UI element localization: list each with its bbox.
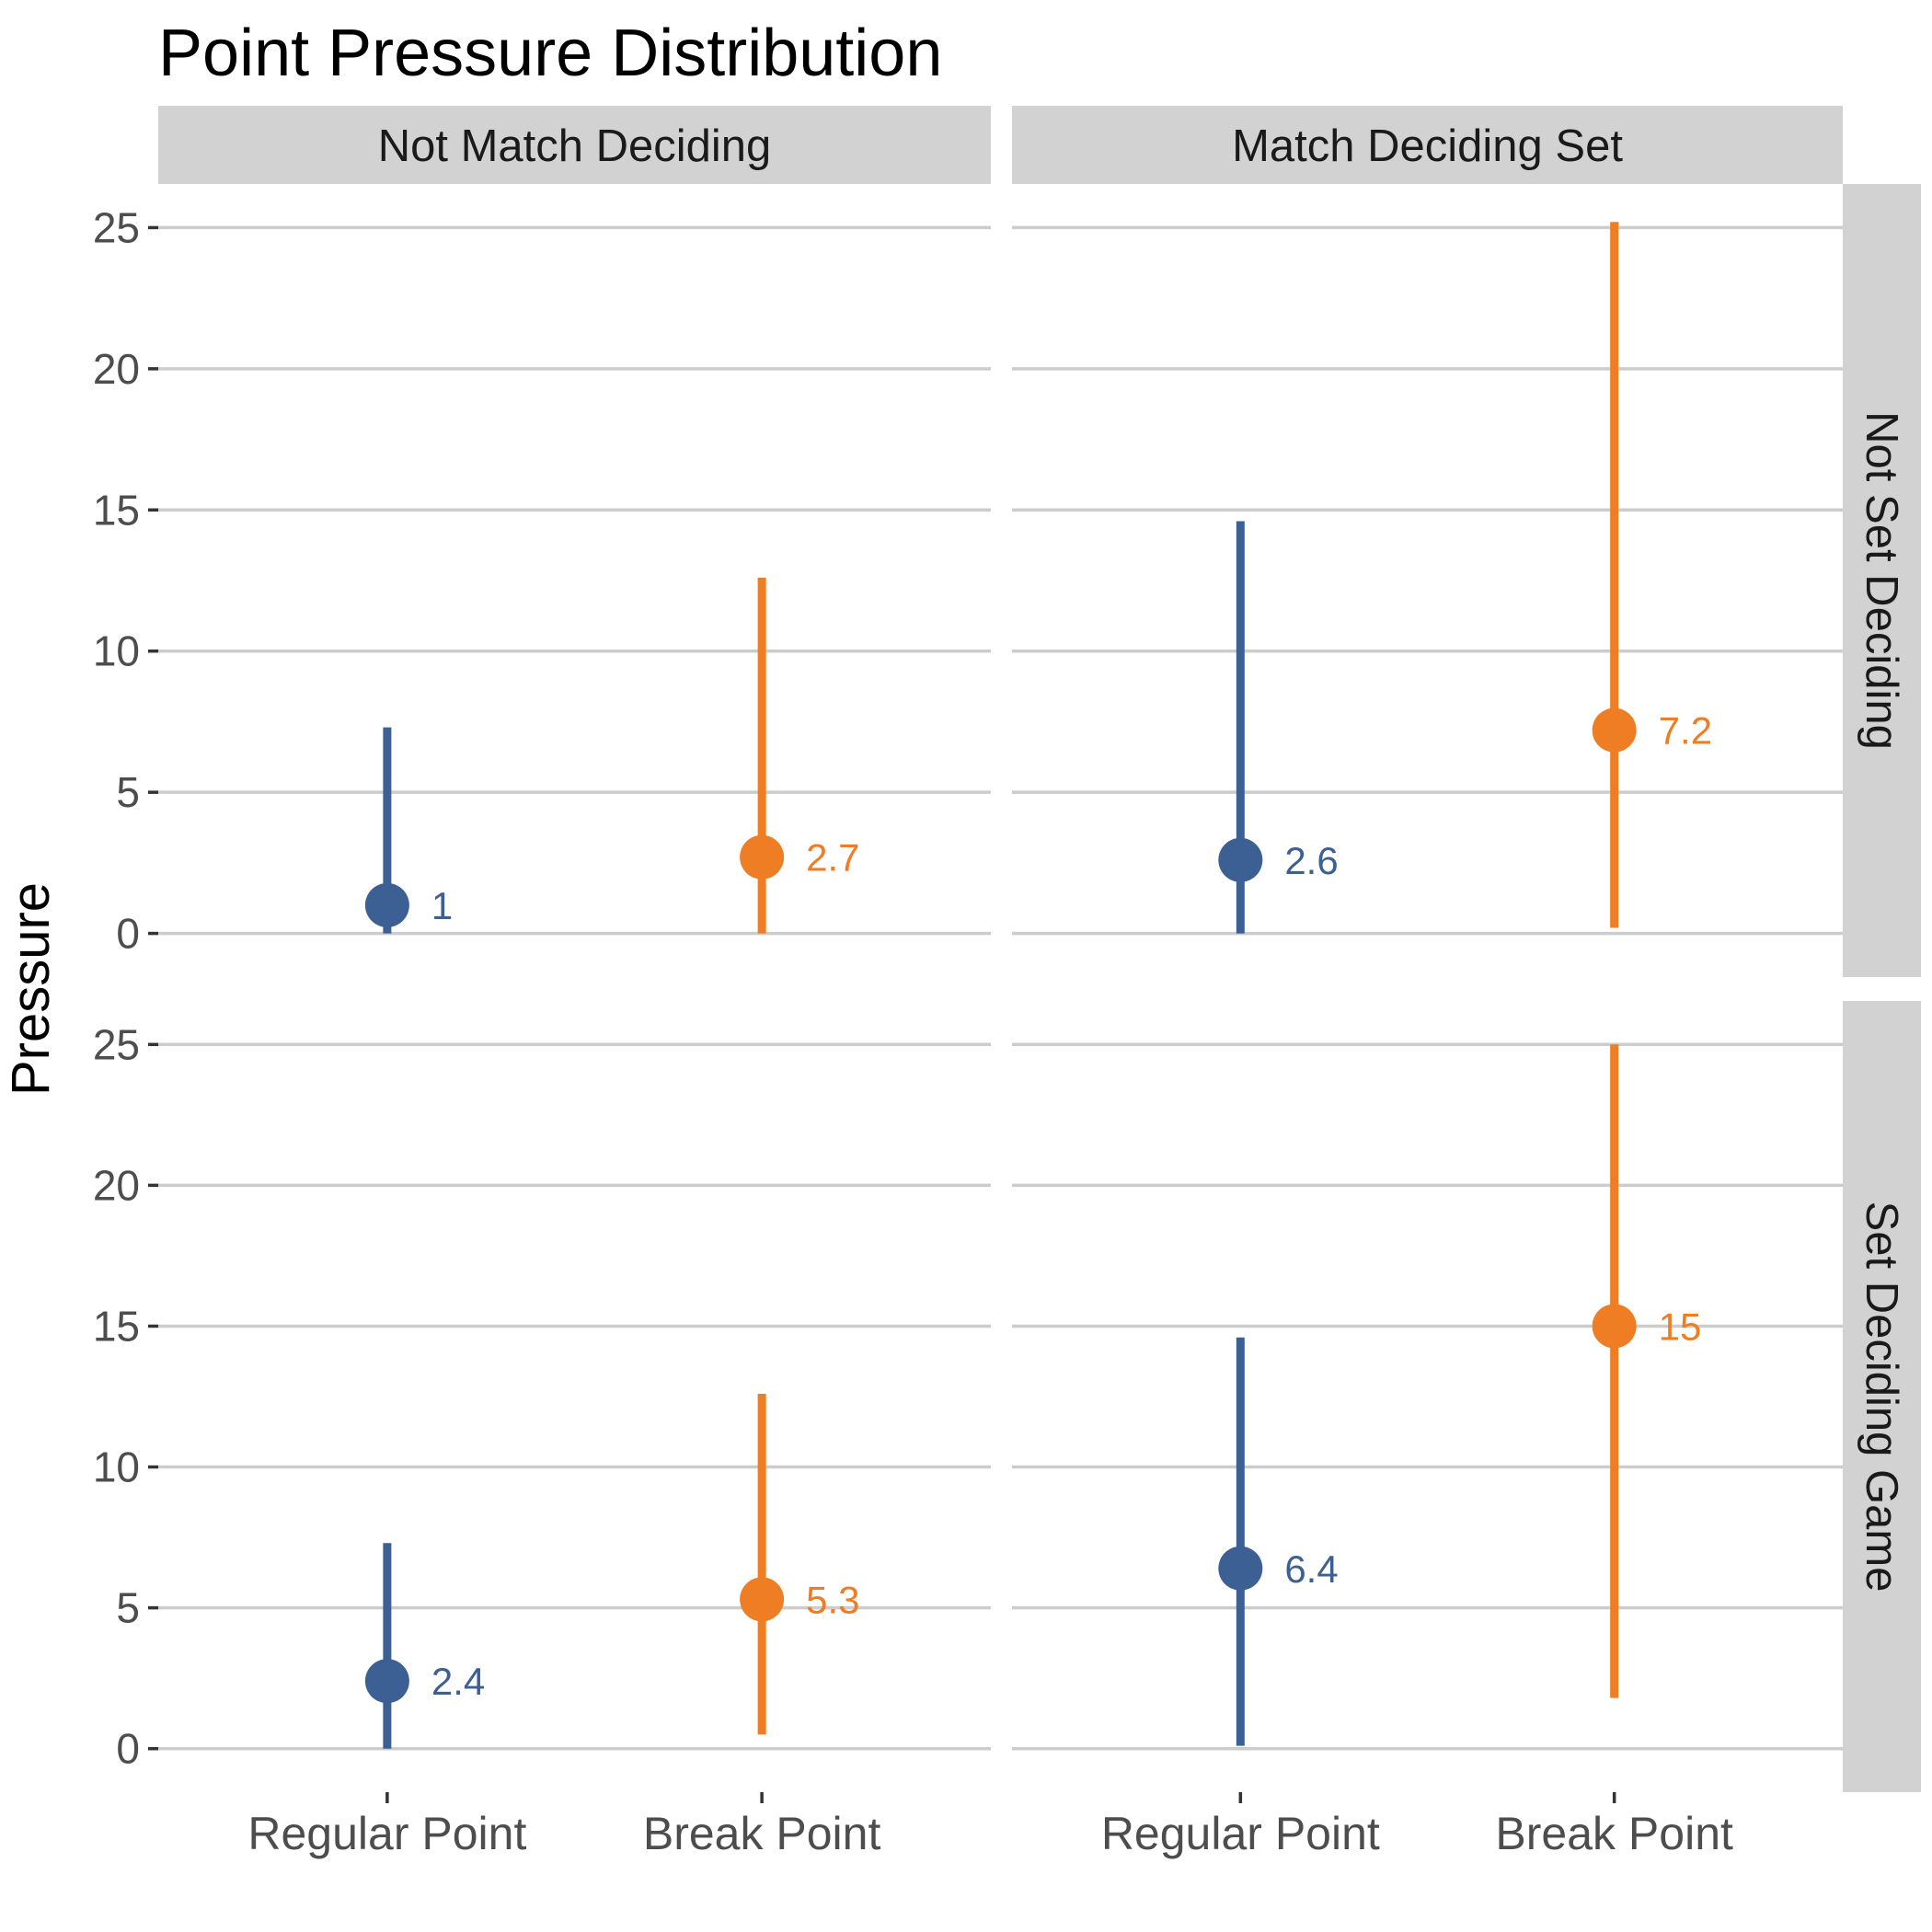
chart-title: Point Pressure Distribution [158,17,942,90]
y-tick-label: 20 [93,1161,140,1209]
y-tick-label: 10 [93,1443,140,1491]
y-tick-label: 5 [116,768,140,816]
data-label: 7.2 [1659,709,1712,753]
data-label: 6.4 [1284,1547,1338,1591]
facet-strip-column [158,106,991,184]
y-tick-label: 10 [93,627,140,675]
facet-strip-column [1012,106,1843,184]
x-tick-label: Break Point [1495,1808,1733,1859]
y-tick-label: 20 [93,345,140,393]
data-point [1592,1304,1637,1349]
facet-column-label: Match Deciding Set [1232,121,1623,171]
y-tick-label: 0 [116,910,140,958]
y-axis-label: Pressure [1,882,61,1096]
data-label: 5.3 [806,1578,859,1621]
data-point [740,1577,785,1622]
data-point [364,882,409,927]
x-tick-label: Regular Point [247,1808,526,1859]
y-tick-label: 0 [116,1725,140,1773]
facet-strip-row [1843,184,1921,977]
y-tick-label: 15 [93,1302,140,1350]
facet-row-label: Not Set Deciding [1857,411,1906,750]
plot-area: Not Match Deciding Match Deciding Set Not … [93,106,1921,1859]
facet-column-label: Not Match Deciding [378,121,772,171]
y-tick-label: 25 [93,203,140,251]
x-tick-label: Break Point [643,1808,881,1859]
data-label: 1 [431,884,453,927]
y-tick-label: 15 [93,486,140,534]
y-tick-label: 5 [116,1584,140,1632]
data-point [364,1659,409,1704]
data-label: 2.4 [431,1660,485,1703]
data-point [1218,837,1263,882]
x-tick-label: Regular Point [1101,1808,1380,1859]
y-tick-label: 25 [93,1020,140,1068]
facet-row-label: Set Deciding Game [1857,1202,1906,1593]
data-label: 2.7 [806,836,859,880]
data-point [1218,1546,1263,1591]
data-point [1592,707,1637,753]
facet-strip-row [1843,1001,1921,1792]
data-label: 2.6 [1284,839,1338,882]
data-point [740,834,785,880]
data-label: 15 [1659,1305,1702,1348]
